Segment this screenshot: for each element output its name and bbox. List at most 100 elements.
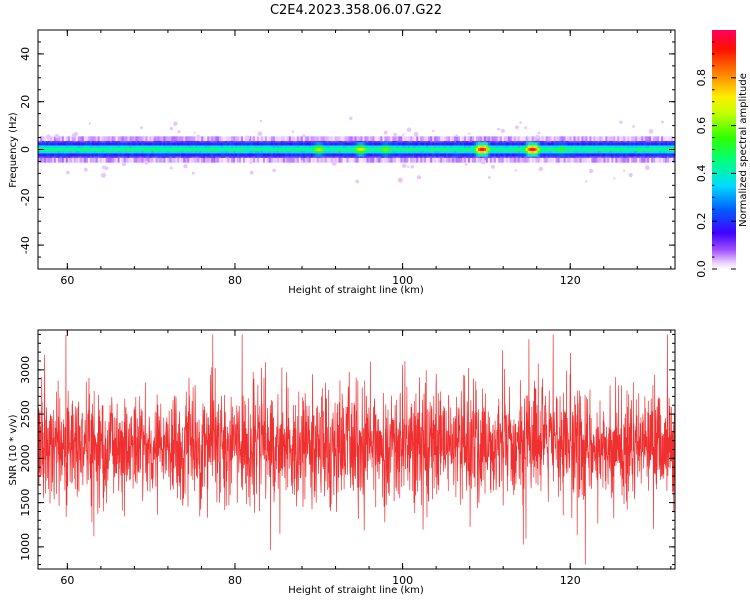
heatmap-cell [89, 136, 93, 142]
heatmap-cell [471, 157, 475, 163]
heatmap-cell [426, 142, 429, 146]
heatmap-cell [607, 153, 610, 157]
heatmap-cell [111, 153, 114, 157]
heatmap-cell [384, 157, 387, 163]
heatmap-column [577, 136, 580, 163]
heatmap-cell [442, 157, 445, 163]
heatmap-cell [105, 153, 108, 157]
heatmap-cell [458, 141, 461, 143]
heatmap-cell [667, 153, 670, 157]
heatmap-cell [601, 150, 604, 154]
heatmap-cell [382, 150, 385, 154]
heatmap-column [237, 136, 240, 163]
heatmap-cell [525, 153, 528, 157]
heatmap-cell [673, 142, 675, 146]
heatmap-cell [223, 157, 226, 163]
heatmap-cell [258, 142, 262, 146]
heatmap-cell [185, 145, 188, 149]
heatmap-cell [38, 150, 41, 154]
heatmap-cell [543, 145, 546, 149]
heatmap-cell [61, 150, 65, 154]
heatmap-cell [458, 157, 461, 163]
heatmap-cell [316, 141, 319, 143]
heatmap-cell [613, 145, 616, 149]
heatmap-cell [505, 148, 509, 151]
heatmap-cell [304, 153, 308, 157]
heatmap-cell [47, 142, 51, 146]
heatmap-cell [394, 136, 397, 142]
heatmap-cell [139, 153, 142, 157]
heatmap-cell [101, 157, 104, 163]
heatmap-cell [390, 156, 393, 158]
heatmap-cell [452, 156, 455, 158]
heatmap-cell [390, 157, 393, 163]
heatmap-cell [410, 142, 413, 146]
heatmap-cell [659, 148, 662, 151]
heatmap-cell [465, 136, 469, 142]
heatmap-cell [635, 148, 638, 151]
heatmap-cell [495, 157, 499, 163]
heatmap-cell [336, 157, 339, 163]
heatmap-cell [551, 157, 554, 163]
heatmap-cell [71, 150, 75, 154]
heatmap-cell [268, 145, 272, 149]
heatmap-column [159, 136, 162, 163]
heatmap-cell [97, 148, 101, 151]
heatmap-cell [195, 145, 198, 149]
heatmap-column [113, 136, 116, 163]
heatmap-cell [396, 150, 399, 154]
heatmap-cell [519, 150, 523, 154]
heatmap-cell [135, 142, 138, 146]
heatmap-cell [657, 157, 660, 163]
heatmap-speckle [152, 135, 155, 139]
heatmap-cell [374, 156, 377, 158]
heatmap-cell [51, 145, 55, 149]
heatmap-cell [235, 157, 238, 163]
heatmap-cell [63, 153, 67, 157]
heatmap-cell [589, 142, 592, 146]
heatmap-cell [539, 150, 542, 154]
heatmap-cell [535, 145, 538, 149]
heatmap-cell [147, 141, 150, 143]
heatmap-cell [571, 142, 574, 146]
heatmap-cell [251, 145, 254, 149]
heatmap-cell [203, 157, 206, 163]
heatmap-cell [131, 153, 134, 157]
heatmap-cell [647, 145, 650, 149]
heatmap-cell [555, 141, 558, 143]
heatmap-cell [567, 157, 570, 163]
heatmap-cell [390, 145, 393, 149]
heatmap-cell [527, 136, 530, 142]
heatmap-cell [589, 153, 592, 157]
heatmap-cell [171, 157, 174, 163]
heatmap-cell [282, 145, 286, 149]
heatmap-cell [489, 142, 493, 146]
heatmap-cell [362, 148, 365, 151]
heatmap-cell [201, 156, 204, 158]
heatmap-cell [69, 150, 73, 154]
heatmap-cell [47, 157, 51, 163]
heatmap-cell [557, 142, 560, 146]
heatmap-cell [332, 145, 335, 149]
heatmap-cell [432, 148, 435, 151]
heatmap-cell [51, 141, 55, 143]
heatmap-cell [298, 145, 302, 149]
heatmap-cell [185, 142, 188, 146]
heatmap-cell [587, 153, 590, 157]
heatmap-cell [440, 148, 443, 151]
heatmap-cell [444, 145, 447, 149]
heatmap-cell [258, 136, 262, 142]
heatmap-cell [103, 148, 106, 151]
heatmap-cell [272, 153, 276, 157]
heatmap-cell [475, 148, 479, 151]
heatmap-cell [268, 153, 272, 157]
heatmap-cell [479, 142, 483, 146]
heatmap-cell [639, 142, 642, 146]
heatmap-cell [551, 142, 554, 146]
heatmap-cell [655, 136, 658, 142]
heatmap-cell [223, 142, 226, 146]
heatmap-cell [69, 157, 73, 163]
heatmap-cell [344, 141, 347, 143]
heatmap-cell [469, 150, 473, 154]
y-tick-label: 0 [19, 146, 32, 153]
